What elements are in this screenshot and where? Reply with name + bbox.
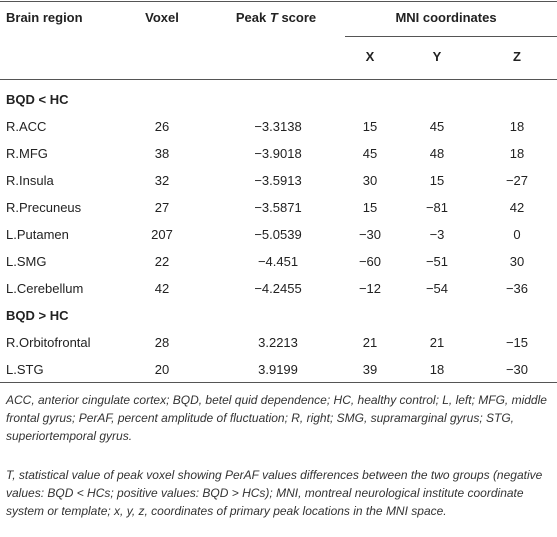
value-cell: 27 [154,200,170,215]
header-cell: X [365,49,375,64]
value-cell: 3.2213 [258,335,298,350]
value-cell: 30 [509,254,525,269]
value-cell: 45 [429,119,445,134]
value-cell: 26 [154,119,170,134]
header-text: T [269,10,278,25]
value-cell: 15 [362,200,378,215]
region-cell: L.Putamen [6,227,69,242]
value-cell: 45 [362,146,378,161]
value-cell: 42 [154,281,170,296]
value-cell: −36 [505,281,529,296]
region-cell: L.STG [6,362,44,377]
value-cell: 32 [154,173,170,188]
value-cell: 30 [362,173,378,188]
region-cell: L.Cerebellum [6,281,84,296]
value-cell: 21 [362,335,378,350]
value-cell: 39 [362,362,378,377]
value-cell: −60 [358,254,382,269]
value-cell: 22 [154,254,170,269]
value-cell: 42 [509,200,525,215]
value-cell: 18 [429,362,445,377]
value-cell: 207 [151,227,173,242]
top-rule [0,1,557,2]
value-cell: −27 [505,173,529,188]
value-cell: −15 [505,335,529,350]
value-cell: −12 [358,281,382,296]
value-cell: −3.3138 [254,119,302,134]
value-cell: 15 [429,173,445,188]
value-cell: −3.5913 [254,173,302,188]
value-cell: 15 [362,119,378,134]
section-label: BQD > HC [6,308,69,323]
header-cell: MNI coordinates [395,10,497,25]
value-cell: 3.9199 [258,362,298,377]
value-cell: 48 [429,146,445,161]
value-cell: −51 [425,254,449,269]
header-cell: Voxel [145,10,179,25]
bottom-rule [0,382,557,383]
value-cell: −3.5871 [254,200,302,215]
value-cell: 18 [509,146,525,161]
header-rule [0,79,557,80]
value-cell: 18 [509,119,525,134]
value-cell: 28 [154,335,170,350]
mni-rule [345,36,557,37]
header-text: score [281,10,317,25]
value-cell: −4.451 [257,254,299,269]
header-cell: Brain region [6,10,83,25]
header-cell: Z [513,49,521,64]
value-cell: 21 [429,335,445,350]
region-cell: R.ACC [6,119,47,134]
region-cell: R.Precuneus [6,200,82,215]
footnote: ACC, anterior cingulate cortex; BQD, bet… [6,393,547,443]
header-cell: Peak T score [236,8,316,28]
value-cell: 20 [154,362,170,377]
value-cell: −81 [425,200,449,215]
value-cell: 0 [513,227,521,242]
value-cell: −5.0539 [254,227,302,242]
section-label: BQD < HC [6,92,69,107]
value-cell: −30 [505,362,529,377]
value-cell: −3.9018 [254,146,302,161]
value-cell: −3 [429,227,445,242]
region-cell: R.Orbitofrontal [6,335,91,350]
region-cell: R.Insula [6,173,54,188]
value-cell: −4.2455 [254,281,302,296]
region-cell: L.SMG [6,254,47,269]
footnote: T, statistical value of peak voxel showi… [6,468,543,518]
value-cell: −54 [425,281,449,296]
header-text: Peak [235,10,267,25]
header-cell: Y [432,49,442,64]
value-cell: −30 [358,227,382,242]
region-cell: R.MFG [6,146,48,161]
value-cell: 38 [154,146,170,161]
